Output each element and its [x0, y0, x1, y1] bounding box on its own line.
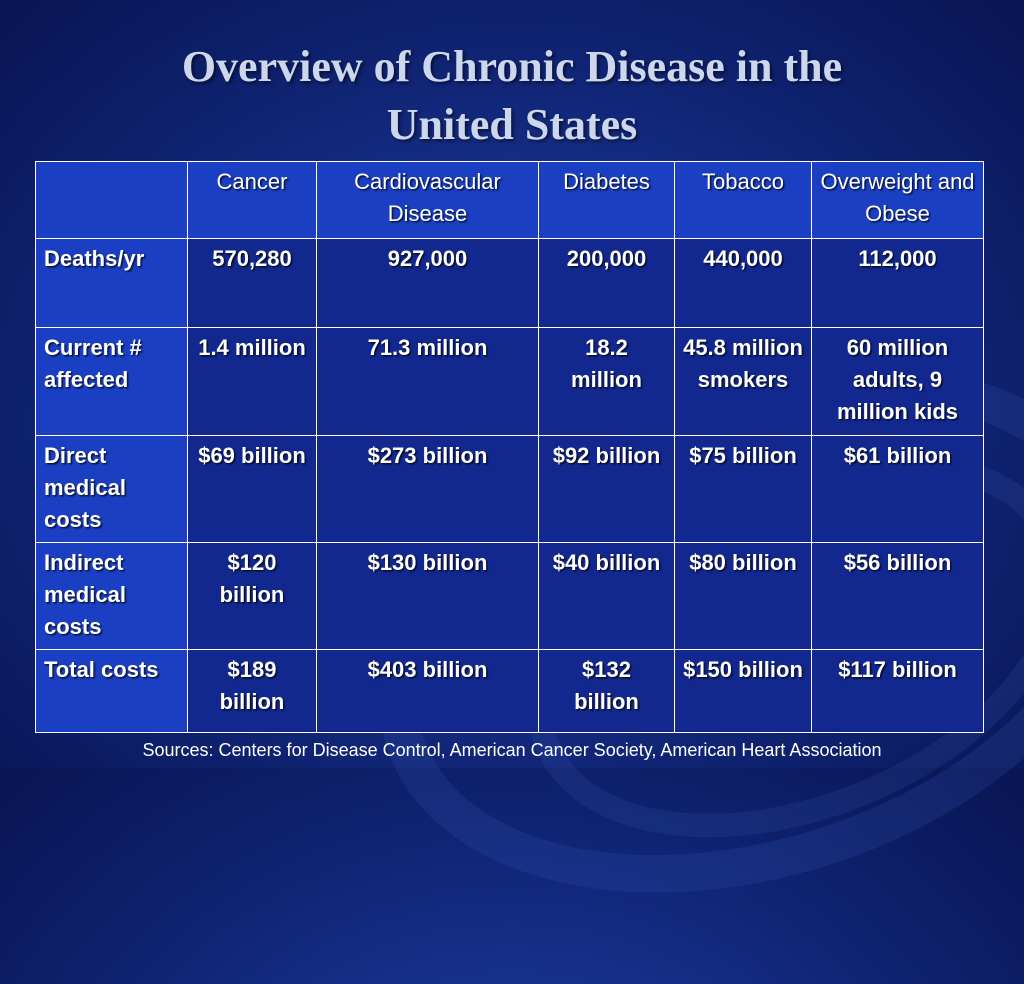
column-header-diabetes: Diabetes	[538, 161, 675, 239]
table-cell: $69 billion	[187, 435, 317, 543]
table-cell: 71.3 million	[316, 327, 539, 436]
table-cell: $273 billion	[316, 435, 539, 543]
column-header-cancer: Cancer	[187, 161, 317, 239]
column-header-overweight: Overweight and Obese	[811, 161, 984, 239]
table-cell: $117 billion	[811, 649, 984, 733]
table-cell: 60 million adults, 9 million kids	[811, 327, 984, 436]
table-cell: $130 billion	[316, 542, 539, 650]
column-header-cardiovascular: Cardiovascular Disease	[316, 161, 539, 239]
slide-title: Overview of Chronic Disease in the Unite…	[0, 38, 1024, 154]
table-row: Direct medical costs $69 billion $273 bi…	[35, 435, 984, 543]
table-cell: 927,000	[316, 238, 539, 328]
chronic-disease-table: Cancer Cardiovascular Disease Diabetes T…	[35, 161, 984, 733]
table-row: Current # affected 1.4 million 71.3 mill…	[35, 327, 984, 436]
table-cell: $92 billion	[538, 435, 675, 543]
slide-title-line-1: Overview of Chronic Disease in the	[181, 42, 843, 91]
row-label: Deaths/yr	[35, 238, 188, 328]
row-label: Direct medical costs	[35, 435, 188, 543]
table-cell: $40 billion	[538, 542, 675, 650]
table-cell: $403 billion	[316, 649, 539, 733]
table-row: Deaths/yr 570,280 927,000 200,000 440,00…	[35, 238, 984, 328]
slide-title-line-2: United States	[386, 100, 638, 149]
table-row: Indirect medical costs $120 billion $130…	[35, 542, 984, 650]
table-cell: $120 billion	[187, 542, 317, 650]
table-header-row: Cancer Cardiovascular Disease Diabetes T…	[35, 161, 984, 239]
table-cell: 570,280	[187, 238, 317, 328]
row-label: Total costs	[35, 649, 188, 733]
table-cell: $56 billion	[811, 542, 984, 650]
table-cell: 440,000	[674, 238, 812, 328]
table-cell: 200,000	[538, 238, 675, 328]
column-header-tobacco: Tobacco	[674, 161, 812, 239]
table-row: Total costs $189 billion $403 billion $1…	[35, 649, 984, 733]
table-cell: 18.2 million	[538, 327, 675, 436]
header-corner-cell	[35, 161, 188, 239]
table-cell: $150 billion	[674, 649, 812, 733]
table-cell: $132 billion	[538, 649, 675, 733]
table-cell: $61 billion	[811, 435, 984, 543]
table-cell: $75 billion	[674, 435, 812, 543]
table-cell: $189 billion	[187, 649, 317, 733]
sources-footnote: Sources: Centers for Disease Control, Am…	[142, 740, 882, 760]
row-label: Indirect medical costs	[35, 542, 188, 650]
table-cell: 1.4 million	[187, 327, 317, 436]
table-cell: 112,000	[811, 238, 984, 328]
row-label: Current # affected	[35, 327, 188, 436]
table-cell: 45.8 million smokers	[674, 327, 812, 436]
table-cell: $80 billion	[674, 542, 812, 650]
